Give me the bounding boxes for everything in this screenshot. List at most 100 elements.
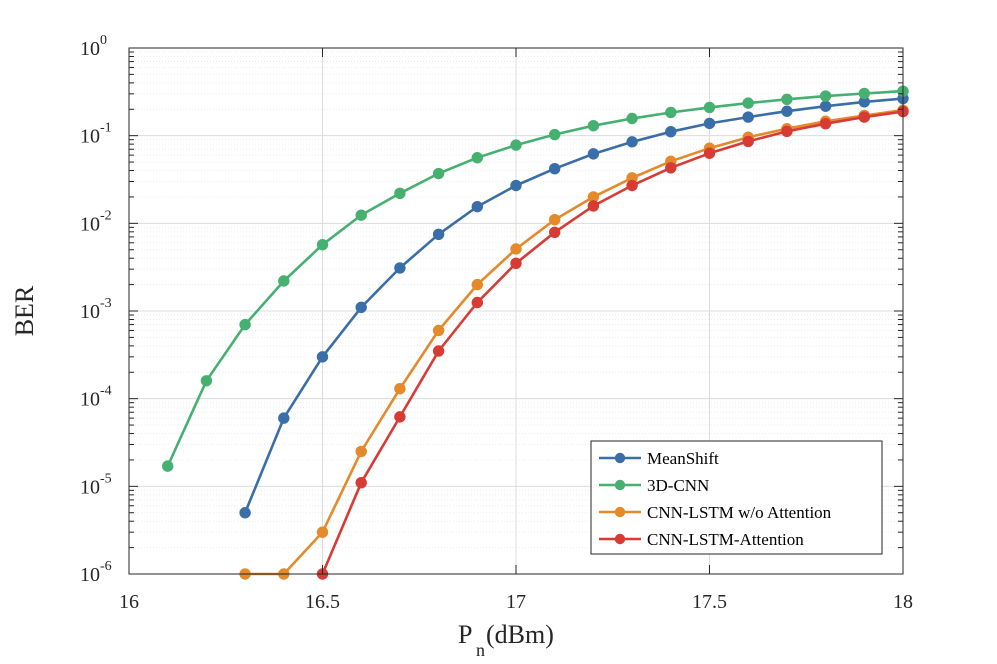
data-point bbox=[278, 275, 290, 287]
data-point bbox=[200, 375, 213, 387]
legend-entry: 3D-CNN bbox=[599, 476, 709, 495]
x-tick-label: 16 bbox=[119, 591, 139, 613]
x-tick-label: 17.5 bbox=[692, 591, 727, 613]
data-point bbox=[703, 147, 716, 159]
y-tick-label-base: 10 bbox=[80, 301, 100, 323]
data-point bbox=[819, 117, 832, 130]
y-tick-label-base: 10 bbox=[80, 476, 100, 498]
y-tick-label-exponent: -6 bbox=[100, 559, 112, 574]
data-point bbox=[316, 351, 329, 363]
data-point bbox=[432, 228, 445, 240]
legend-box bbox=[590, 440, 883, 555]
data-point bbox=[703, 117, 716, 130]
y-tick-label-exponent: -5 bbox=[100, 471, 112, 486]
x-axis-title: P n (dBm) bbox=[458, 620, 554, 660]
data-point bbox=[819, 100, 832, 112]
y-tick-label-exponent: -2 bbox=[100, 208, 112, 223]
data-point bbox=[394, 411, 406, 423]
data-point bbox=[781, 125, 793, 138]
data-point bbox=[471, 296, 483, 309]
data-point bbox=[239, 507, 251, 519]
legend: MeanShift 3D-CNN CNN-LSTM w/o Attention CNN… bbox=[590, 440, 883, 555]
data-point bbox=[549, 128, 561, 141]
series-line bbox=[245, 108, 904, 576]
data-point bbox=[781, 93, 793, 105]
data-point bbox=[549, 226, 561, 239]
data-point bbox=[510, 179, 522, 192]
y-tick-label-base: 10 bbox=[80, 38, 100, 60]
data-point bbox=[355, 477, 367, 489]
data-point bbox=[626, 179, 638, 192]
data-point bbox=[162, 460, 174, 472]
y-tick-label-exponent: -3 bbox=[100, 296, 112, 311]
data-point bbox=[742, 97, 754, 109]
data-point bbox=[471, 278, 483, 291]
legend-label: CNN-LSTM w/o Attention bbox=[647, 503, 832, 522]
data-point bbox=[858, 111, 870, 123]
data-point bbox=[703, 101, 716, 114]
legend-entry: CNN-LSTM-Attention bbox=[599, 530, 804, 549]
data-point bbox=[510, 257, 522, 270]
data-point bbox=[432, 324, 445, 337]
data-point bbox=[819, 90, 832, 102]
data-point bbox=[394, 187, 406, 200]
data-point bbox=[742, 135, 754, 148]
series-MeanShift bbox=[239, 92, 909, 519]
data-point bbox=[471, 152, 483, 164]
data-point bbox=[432, 345, 445, 357]
data-point bbox=[626, 136, 638, 148]
legend-marker bbox=[614, 506, 626, 518]
x-tick-label: 17 bbox=[506, 591, 526, 613]
data-point bbox=[549, 214, 561, 226]
legend-marker bbox=[614, 452, 626, 464]
legend-marker bbox=[614, 479, 626, 491]
data-point bbox=[742, 111, 754, 123]
legend-label: MeanShift bbox=[647, 449, 719, 468]
y-tick-label: 10 0 bbox=[80, 33, 107, 60]
data-point bbox=[858, 87, 870, 100]
y-tick-label-exponent: -1 bbox=[100, 121, 112, 136]
y-tick-label: 10 -2 bbox=[80, 208, 112, 235]
legend-label: 3D-CNN bbox=[647, 476, 709, 495]
series-line bbox=[166, 89, 904, 467]
data-point bbox=[665, 106, 677, 119]
data-point bbox=[394, 262, 406, 274]
data-point bbox=[510, 243, 522, 255]
y-tick-label: 10 -4 bbox=[80, 384, 112, 411]
data-point bbox=[665, 125, 677, 138]
data-point bbox=[355, 209, 367, 221]
y-tick-label-base: 10 bbox=[80, 126, 100, 148]
data-point bbox=[781, 105, 793, 117]
y-tick-label-exponent: -4 bbox=[100, 384, 112, 399]
series-CNN-LSTM-Attention bbox=[316, 105, 909, 580]
data-point bbox=[587, 119, 600, 132]
data-point bbox=[355, 301, 367, 314]
series-line bbox=[321, 110, 904, 575]
y-tick-label: 10 -1 bbox=[80, 121, 112, 148]
y-tick-label-base: 10 bbox=[80, 564, 100, 586]
data-point bbox=[549, 162, 561, 175]
y-tick-label-base: 10 bbox=[80, 389, 100, 411]
y-axis-title: BER bbox=[10, 285, 39, 336]
legend-entry: CNN-LSTM w/o Attention bbox=[599, 503, 832, 522]
x-tick-label: 18 bbox=[893, 591, 913, 613]
legend-marker bbox=[614, 533, 626, 545]
x-tick-label: 16.5 bbox=[305, 591, 340, 613]
data-point bbox=[316, 526, 329, 538]
y-tick-label: 10 -5 bbox=[80, 471, 112, 498]
y-tick-label-base: 10 bbox=[80, 213, 100, 235]
data-point bbox=[316, 239, 329, 251]
y-tick-label-exponent: 0 bbox=[100, 33, 107, 48]
data-point bbox=[432, 167, 445, 180]
data-point bbox=[278, 412, 290, 424]
legend-label: CNN-LSTM-Attention bbox=[647, 530, 804, 549]
x-axis-title-unit: (dBm) bbox=[486, 620, 554, 649]
y-tick-label: 10 -6 bbox=[80, 559, 112, 586]
data-point bbox=[665, 162, 677, 174]
legend-entry: MeanShift bbox=[599, 449, 719, 468]
data-point bbox=[587, 148, 600, 160]
data-point bbox=[355, 445, 367, 458]
data-point bbox=[510, 139, 522, 151]
data-point bbox=[239, 318, 251, 331]
